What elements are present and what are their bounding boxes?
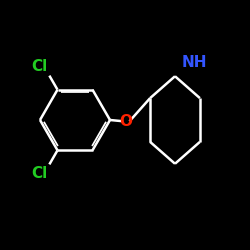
Text: O: O <box>120 114 133 129</box>
Text: NH: NH <box>181 55 207 70</box>
Text: Cl: Cl <box>31 59 48 74</box>
Text: Cl: Cl <box>31 166 47 181</box>
